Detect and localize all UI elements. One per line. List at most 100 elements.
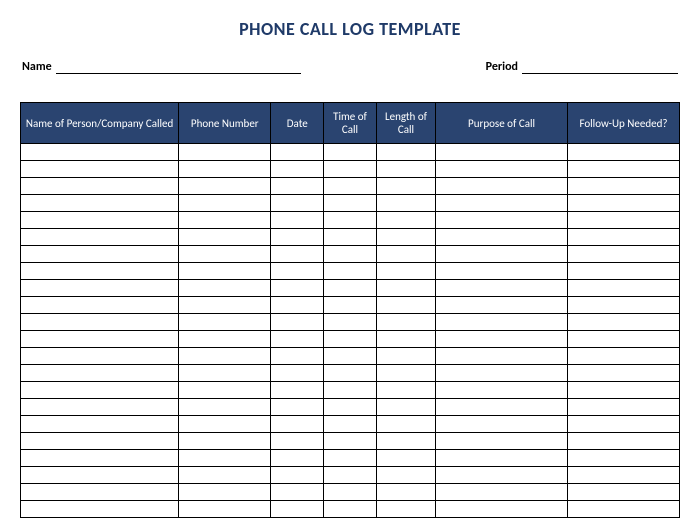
table-cell[interactable] (324, 331, 377, 348)
table-cell[interactable] (324, 433, 377, 450)
table-cell[interactable] (567, 399, 679, 416)
table-cell[interactable] (21, 467, 179, 484)
table-cell[interactable] (376, 246, 435, 263)
table-cell[interactable] (567, 246, 679, 263)
table-cell[interactable] (567, 484, 679, 501)
table-cell[interactable] (179, 263, 271, 280)
table-cell[interactable] (376, 484, 435, 501)
table-cell[interactable] (324, 144, 377, 161)
table-cell[interactable] (436, 161, 568, 178)
table-cell[interactable] (179, 484, 271, 501)
table-cell[interactable] (21, 280, 179, 297)
table-cell[interactable] (179, 229, 271, 246)
table-cell[interactable] (324, 161, 377, 178)
table-cell[interactable] (436, 467, 568, 484)
table-cell[interactable] (567, 195, 679, 212)
table-cell[interactable] (324, 365, 377, 382)
table-cell[interactable] (271, 399, 324, 416)
table-cell[interactable] (324, 382, 377, 399)
table-cell[interactable] (436, 501, 568, 518)
table-cell[interactable] (271, 331, 324, 348)
table-cell[interactable] (21, 178, 179, 195)
table-cell[interactable] (436, 450, 568, 467)
table-cell[interactable] (324, 501, 377, 518)
table-cell[interactable] (271, 297, 324, 314)
table-cell[interactable] (436, 280, 568, 297)
table-cell[interactable] (21, 195, 179, 212)
table-cell[interactable] (179, 314, 271, 331)
table-cell[interactable] (271, 450, 324, 467)
table-cell[interactable] (324, 416, 377, 433)
table-cell[interactable] (436, 348, 568, 365)
table-cell[interactable] (436, 297, 568, 314)
table-cell[interactable] (179, 280, 271, 297)
table-cell[interactable] (21, 246, 179, 263)
table-cell[interactable] (179, 212, 271, 229)
table-cell[interactable] (567, 297, 679, 314)
table-cell[interactable] (567, 263, 679, 280)
table-cell[interactable] (21, 365, 179, 382)
table-cell[interactable] (271, 314, 324, 331)
table-cell[interactable] (271, 212, 324, 229)
table-cell[interactable] (324, 297, 377, 314)
table-cell[interactable] (376, 450, 435, 467)
table-cell[interactable] (567, 212, 679, 229)
table-cell[interactable] (436, 365, 568, 382)
table-cell[interactable] (324, 229, 377, 246)
table-cell[interactable] (21, 501, 179, 518)
table-cell[interactable] (271, 280, 324, 297)
table-cell[interactable] (376, 416, 435, 433)
table-cell[interactable] (21, 263, 179, 280)
table-cell[interactable] (179, 433, 271, 450)
table-cell[interactable] (567, 331, 679, 348)
table-cell[interactable] (436, 416, 568, 433)
table-cell[interactable] (21, 314, 179, 331)
table-cell[interactable] (436, 229, 568, 246)
table-cell[interactable] (324, 314, 377, 331)
table-cell[interactable] (271, 433, 324, 450)
table-cell[interactable] (21, 433, 179, 450)
table-cell[interactable] (179, 348, 271, 365)
table-cell[interactable] (271, 501, 324, 518)
table-cell[interactable] (376, 433, 435, 450)
table-cell[interactable] (376, 297, 435, 314)
table-cell[interactable] (271, 382, 324, 399)
table-cell[interactable] (179, 246, 271, 263)
table-cell[interactable] (567, 433, 679, 450)
table-cell[interactable] (271, 467, 324, 484)
table-cell[interactable] (567, 382, 679, 399)
table-cell[interactable] (21, 161, 179, 178)
table-cell[interactable] (567, 144, 679, 161)
table-cell[interactable] (567, 229, 679, 246)
table-cell[interactable] (324, 484, 377, 501)
table-cell[interactable] (179, 365, 271, 382)
table-cell[interactable] (567, 314, 679, 331)
table-cell[interactable] (376, 365, 435, 382)
table-cell[interactable] (21, 416, 179, 433)
table-cell[interactable] (271, 365, 324, 382)
table-cell[interactable] (179, 450, 271, 467)
table-cell[interactable] (376, 331, 435, 348)
table-cell[interactable] (567, 501, 679, 518)
table-cell[interactable] (567, 467, 679, 484)
table-cell[interactable] (21, 297, 179, 314)
table-cell[interactable] (436, 263, 568, 280)
table-cell[interactable] (324, 348, 377, 365)
period-input-line[interactable] (522, 73, 678, 74)
table-cell[interactable] (324, 399, 377, 416)
table-cell[interactable] (436, 246, 568, 263)
table-cell[interactable] (21, 382, 179, 399)
table-cell[interactable] (271, 144, 324, 161)
table-cell[interactable] (179, 161, 271, 178)
table-cell[interactable] (271, 246, 324, 263)
table-cell[interactable] (376, 212, 435, 229)
table-cell[interactable] (436, 433, 568, 450)
table-cell[interactable] (179, 195, 271, 212)
table-cell[interactable] (376, 501, 435, 518)
table-cell[interactable] (179, 382, 271, 399)
table-cell[interactable] (436, 178, 568, 195)
table-cell[interactable] (376, 195, 435, 212)
name-input-line[interactable] (56, 73, 301, 74)
table-cell[interactable] (271, 161, 324, 178)
table-cell[interactable] (436, 399, 568, 416)
